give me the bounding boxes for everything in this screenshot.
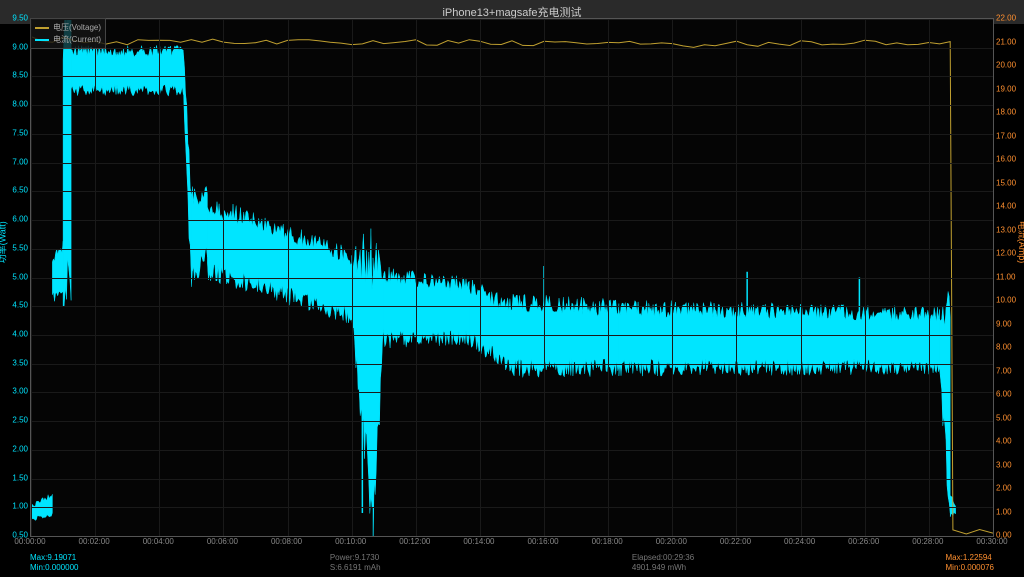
legend-label-voltage: 电压(Voltage) [53, 22, 101, 33]
stat-elapsed: Elapsed:00:29:36 [632, 553, 694, 562]
x-tick: 00:24:00 [784, 537, 815, 546]
y-left-tick: 7.50 [12, 128, 28, 137]
y-left-tick: 1.50 [12, 473, 28, 482]
x-tick: 00:22:00 [720, 537, 751, 546]
legend-swatch-current [35, 39, 49, 41]
x-tick: 00:06:00 [207, 537, 238, 546]
y-right-tick: 12.00 [996, 249, 1016, 258]
y-left-tick: 8.50 [12, 71, 28, 80]
x-axis: 00:00:0000:02:0000:04:0000:06:0000:08:00… [30, 537, 994, 552]
x-tick: 00:02:00 [79, 537, 110, 546]
y-right-tick: 15.00 [996, 178, 1016, 187]
y-axis-right-label: 电流(Amp) [1016, 220, 1024, 263]
stat-power: Power:9.1730 [330, 553, 381, 562]
x-tick: 00:28:00 [912, 537, 943, 546]
stat-mwh: 4901.949 mWh [632, 563, 694, 572]
y-left-tick: 9.50 [12, 14, 28, 23]
chart-container: iPhone13+magsafe充电测试 电压(Voltage) 电流(Curr… [0, 0, 1024, 577]
x-tick: 00:30:00 [976, 537, 1007, 546]
y-left-tick: 8.00 [12, 100, 28, 109]
y-right-tick: 10.00 [996, 296, 1016, 305]
x-tick: 00:12:00 [399, 537, 430, 546]
y-right-tick: 20.00 [996, 61, 1016, 70]
y-left-tick: 4.00 [12, 329, 28, 338]
y-right-tick: 5.00 [996, 413, 1012, 422]
plot-area [30, 18, 994, 537]
x-tick: 00:00:00 [14, 537, 45, 546]
y-right-tick: 11.00 [996, 272, 1015, 281]
x-tick: 00:26:00 [848, 537, 879, 546]
y-right-tick: 6.00 [996, 390, 1012, 399]
footer-right: Max:1.22594 Min:0.000076 [946, 553, 994, 575]
y-right-tick: 7.00 [996, 366, 1012, 375]
y-axis-left: 功率(Watt) 0.501.001.502.002.503.003.504.0… [0, 18, 30, 537]
y-right-tick: 22.00 [996, 14, 1016, 23]
y-left-tick: 5.50 [12, 243, 28, 252]
y-left-tick: 2.50 [12, 416, 28, 425]
y-right-tick: 1.00 [996, 507, 1012, 516]
y-right-tick: 9.00 [996, 319, 1012, 328]
y-right-tick: 18.00 [996, 108, 1016, 117]
x-tick: 00:04:00 [143, 537, 174, 546]
stat-min-left: Min:0.000000 [30, 563, 78, 572]
legend: 电压(Voltage) 电流(Current) [30, 18, 106, 49]
y-left-tick: 3.00 [12, 387, 28, 396]
y-right-tick: 3.00 [996, 460, 1012, 469]
stat-max-left: Max:9.19071 [30, 553, 78, 562]
y-right-tick: 8.00 [996, 343, 1012, 352]
x-tick: 00:08:00 [271, 537, 302, 546]
y-left-tick: 6.00 [12, 215, 28, 224]
footer-left: Max:9.19071 Min:0.000000 [30, 553, 78, 575]
x-tick: 00:18:00 [592, 537, 623, 546]
y-right-tick: 2.00 [996, 484, 1012, 493]
x-tick: 00:14:00 [463, 537, 494, 546]
x-tick: 00:10:00 [335, 537, 366, 546]
legend-label-current: 电流(Current) [53, 34, 101, 45]
stat-mah: S:6.6191 mAh [330, 563, 381, 572]
y-right-tick: 14.00 [996, 202, 1016, 211]
y-left-tick: 9.00 [12, 42, 28, 51]
y-right-tick: 13.00 [996, 225, 1016, 234]
footer-stats: Max:9.19071 Min:0.000000 Power:9.1730 S:… [30, 553, 994, 575]
legend-swatch-voltage [35, 27, 49, 29]
y-left-tick: 6.50 [12, 186, 28, 195]
y-right-tick: 19.00 [996, 84, 1016, 93]
stat-max-right: Max:1.22594 [946, 553, 994, 562]
y-axis-right: 电流(Amp) 0.001.002.003.004.005.006.007.00… [994, 18, 1024, 537]
y-left-tick: 4.50 [12, 301, 28, 310]
y-axis-left-label: 功率(Watt) [0, 221, 9, 263]
stat-min-right: Min:0.000076 [946, 563, 994, 572]
legend-voltage: 电压(Voltage) [35, 22, 101, 33]
y-right-tick: 4.00 [996, 437, 1012, 446]
y-right-tick: 17.00 [996, 131, 1016, 140]
y-left-tick: 2.00 [12, 444, 28, 453]
x-tick: 00:16:00 [527, 537, 558, 546]
y-left-tick: 5.00 [12, 272, 28, 281]
footer-mid1: Power:9.1730 S:6.6191 mAh [330, 553, 381, 575]
legend-current: 电流(Current) [35, 34, 101, 45]
y-right-tick: 16.00 [996, 155, 1016, 164]
footer-mid2: Elapsed:00:29:36 4901.949 mWh [632, 553, 694, 575]
y-left-tick: 3.50 [12, 358, 28, 367]
x-tick: 00:20:00 [656, 537, 687, 546]
y-left-tick: 1.00 [12, 502, 28, 511]
y-right-tick: 21.00 [996, 37, 1016, 46]
y-left-tick: 7.00 [12, 157, 28, 166]
